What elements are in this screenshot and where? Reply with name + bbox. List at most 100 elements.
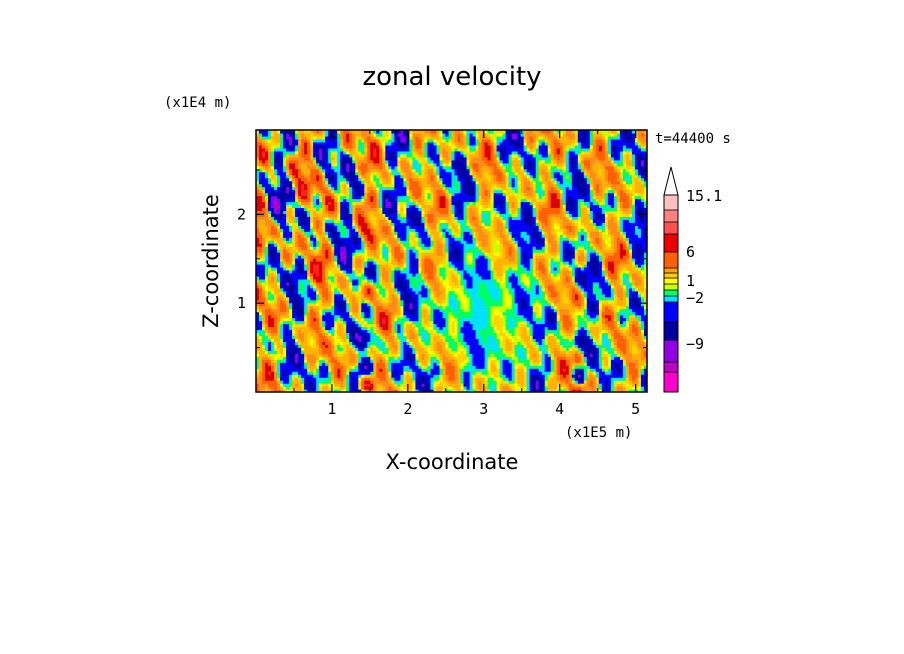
field-cell: [391, 353, 395, 357]
field-cell: [460, 368, 465, 372]
field-cell: [598, 317, 603, 322]
field-cell: [259, 386, 263, 390]
field-cell: [415, 377, 420, 381]
field-cell: [445, 386, 450, 390]
field-cell: [514, 287, 519, 292]
field-cell: [487, 326, 492, 331]
field-cell: [490, 335, 495, 340]
field-cell: [502, 290, 507, 295]
field-cell: [418, 344, 423, 348]
field-cell: [427, 368, 432, 372]
field-cell: [358, 287, 362, 292]
field-cell: [628, 386, 633, 390]
field-cell: [436, 347, 441, 351]
field-cell: [457, 368, 462, 372]
field-cell: [340, 359, 344, 363]
field-cell: [448, 326, 453, 331]
field-cell: [457, 311, 462, 316]
field-cell: [478, 311, 483, 316]
field-cell: [535, 371, 540, 375]
field-cell: [385, 389, 389, 392]
field-cell: [481, 317, 486, 322]
field-cell: [262, 341, 266, 345]
field-cell: [523, 326, 528, 331]
field-cell: [640, 380, 645, 384]
field-cell: [457, 278, 462, 283]
field-cell: [556, 290, 561, 295]
field-cell: [508, 377, 513, 381]
field-cell: [598, 389, 603, 392]
field-cell: [412, 377, 417, 381]
field-cell: [352, 275, 356, 280]
field-cell: [436, 368, 441, 372]
field-cell: [424, 377, 429, 381]
field-cell: [520, 320, 525, 325]
field-cell: [517, 377, 522, 381]
field-cell: [427, 341, 432, 345]
field-cell: [310, 341, 314, 345]
field-cell: [598, 278, 603, 283]
field-cell: [595, 347, 600, 351]
field-cell: [532, 383, 537, 387]
field-cell: [451, 338, 456, 342]
field-cell: [460, 323, 465, 328]
field-cell: [625, 314, 630, 319]
field-cell: [619, 335, 624, 340]
field-cell: [304, 332, 308, 337]
field-cell: [331, 290, 335, 295]
field-cell: [577, 380, 582, 384]
field-cell: [538, 335, 543, 340]
field-cell: [547, 323, 552, 328]
field-cell: [631, 371, 636, 375]
field-cell: [271, 359, 275, 363]
field-cell: [322, 353, 326, 357]
field-cell: [277, 281, 281, 286]
field-cell: [280, 278, 284, 283]
field-cell: [352, 326, 356, 331]
field-cell: [346, 275, 350, 280]
field-cell: [550, 365, 555, 369]
field-cell: [346, 356, 350, 360]
field-cell: [256, 356, 260, 360]
field-cell: [460, 299, 465, 304]
field-cell: [346, 305, 350, 310]
field-cell: [622, 281, 627, 286]
field-cell: [421, 377, 426, 381]
field-cell: [601, 329, 606, 334]
field-cell: [628, 353, 633, 357]
field-cell: [259, 347, 263, 351]
field-cell: [361, 323, 365, 328]
field-cell: [451, 287, 456, 292]
field-cell: [385, 338, 389, 342]
field-cell: [607, 323, 612, 328]
field-cell: [373, 320, 377, 325]
field-cell: [292, 365, 296, 369]
field-cell: [313, 347, 317, 351]
field-cell: [361, 383, 365, 387]
field-cell: [571, 353, 576, 357]
field-cell: [391, 308, 395, 313]
field-cell: [370, 383, 374, 387]
field-cell: [370, 305, 374, 310]
field-cell: [556, 362, 561, 366]
field-cell: [550, 350, 555, 354]
field-cell: [613, 341, 618, 345]
field-cell: [274, 383, 278, 387]
field-cell: [625, 347, 630, 351]
field-cell: [607, 287, 612, 292]
field-cell: [496, 308, 501, 313]
field-cell: [355, 368, 359, 372]
field-cell: [592, 383, 597, 387]
field-cell: [559, 320, 564, 325]
field-cell: [505, 293, 510, 298]
field-cell: [523, 302, 528, 307]
field-cell: [445, 311, 450, 316]
field-cell: [562, 323, 567, 328]
field-cell: [292, 320, 296, 325]
field-cell: [382, 305, 386, 310]
field-cell: [355, 383, 359, 387]
field-cell: [313, 368, 317, 372]
field-cell: [544, 278, 549, 283]
field-cell: [271, 320, 275, 325]
field-cell: [277, 356, 281, 360]
